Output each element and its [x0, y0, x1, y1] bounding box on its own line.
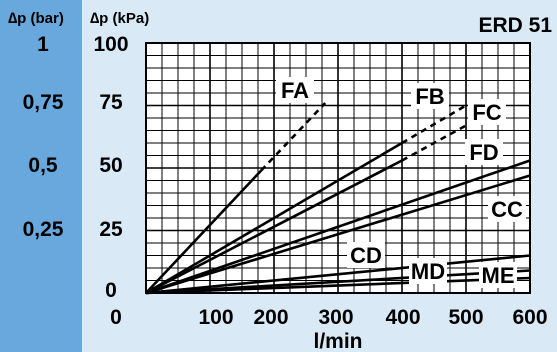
- series-line-fa: [145, 169, 263, 294]
- series-label-text: CC: [491, 197, 523, 222]
- series-label-fb: FB: [411, 83, 449, 109]
- series-line-cc: [145, 174, 531, 295]
- chart-title: ERD 51: [478, 14, 552, 37]
- series-label-box: [468, 99, 506, 125]
- series-label-box: [347, 242, 385, 268]
- tick-labels: 0 100 200 300 400 500 600 100 75 50 25 0 1 0,75 0,5 0,2…: [23, 33, 548, 329]
- series-line-me: [145, 276, 531, 295]
- series-label-fd: FD: [465, 139, 503, 165]
- series-label-text: FA: [281, 78, 309, 103]
- kpa-axis-label: ∆p (kPa): [90, 10, 149, 27]
- series-label-box: [276, 77, 314, 103]
- series-line-fb: [145, 141, 403, 295]
- series-label-cd: CD: [347, 242, 385, 268]
- x-tick-label: 400: [385, 306, 420, 329]
- x-tick-label: 100: [198, 306, 233, 329]
- series-line-fc: [145, 159, 403, 295]
- series-label-cc: CC: [488, 196, 526, 222]
- x-tick-label: 0: [110, 306, 122, 329]
- series-line-fc-dashed: [401, 124, 467, 162]
- kpa-tick-label: 50: [99, 154, 122, 177]
- kpa-tick-label: 75: [99, 91, 123, 114]
- series-label-text: ME: [482, 263, 515, 288]
- kpa-tick-label: 100: [93, 33, 128, 56]
- plot-border: [145, 42, 531, 294]
- bar-tick-label: 0,75: [23, 91, 64, 114]
- x-tick-label: 600: [512, 306, 547, 329]
- series-label-fc: FC: [468, 99, 506, 125]
- x-axis-label: l/min: [313, 330, 362, 352]
- series-label-fa: FA: [276, 77, 314, 103]
- bar-scale-band: [0, 0, 82, 352]
- x-tick-label: 300: [318, 306, 353, 329]
- x-tick-label: 200: [253, 306, 288, 329]
- bar-tick-label: 0,5: [28, 154, 58, 177]
- series-line-fa-dashed: [260, 102, 327, 172]
- bar-axis-label: ∆p (bar): [8, 10, 64, 27]
- series-label-text: FB: [415, 84, 444, 109]
- series-label-text: MD: [411, 259, 445, 284]
- series-label-me: ME: [479, 262, 517, 288]
- grid: [145, 42, 531, 294]
- series-label-box: [409, 258, 447, 284]
- series-label-box: [465, 139, 503, 165]
- bar-tick-label: 1: [37, 33, 49, 56]
- x-tick-label: 500: [448, 306, 483, 329]
- series-label-text: CD: [350, 243, 382, 268]
- series-lines: [145, 102, 531, 295]
- series-label-box: [488, 196, 526, 222]
- series-label-text: FD: [469, 140, 498, 165]
- series-labels: FA FB FC FD CC CD MD ME: [276, 77, 526, 288]
- bar-tick-label: 0,25: [23, 218, 64, 241]
- series-label-text: FC: [472, 100, 501, 125]
- series-line-fd: [145, 159, 531, 295]
- kpa-tick-label: 0: [105, 279, 117, 302]
- series-line-cd: [145, 254, 531, 295]
- kpa-tick-label: 25: [99, 218, 123, 241]
- series-label-md: MD: [409, 258, 447, 284]
- series-line-fb-dashed: [401, 104, 467, 145]
- series-label-box: [411, 83, 449, 109]
- series-label-box: [479, 262, 517, 288]
